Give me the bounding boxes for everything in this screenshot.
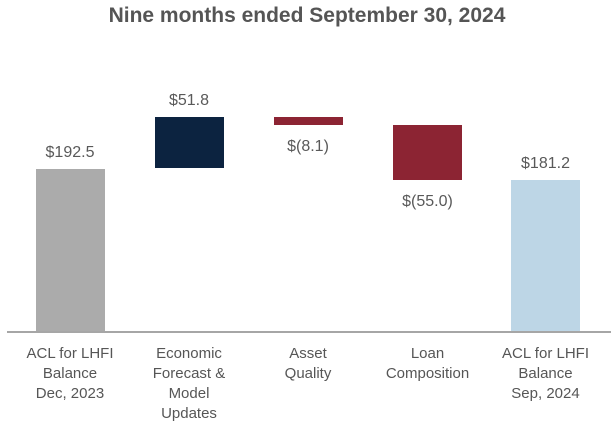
value-label-acl-lhfi-balance-sep-2024: $181.2 <box>521 154 570 172</box>
category-label-loan-composition: Loan Composition <box>385 345 470 382</box>
category-label-economic-forecast-model-updates: Economic Forecast & Model Updates <box>152 345 226 422</box>
value-label-asset-quality: $(8.1) <box>287 137 329 155</box>
bar-loan-composition <box>393 124 462 180</box>
category-label-asset-quality: Asset Quality <box>284 345 332 382</box>
category-label-acl-lhfi-balance-dec-2023: ACL for LHFI Balance Dec, 2023 <box>26 345 114 402</box>
bar-acl-lhfi-balance-dec-2023 <box>35 168 105 331</box>
bar-economic-forecast-model-updates <box>154 116 224 169</box>
value-label-acl-lhfi-balance-dec-2023: $192.5 <box>45 143 95 161</box>
x-axis-line <box>7 331 611 333</box>
value-label-economic-forecast-model-updates: $51.8 <box>168 91 210 109</box>
bar-asset-quality <box>273 116 343 125</box>
chart-title: Nine months ended September 30, 2024 <box>108 4 506 27</box>
bar-acl-lhfi-balance-sep-2024 <box>511 179 580 331</box>
category-label-acl-lhfi-balance-sep-2024: ACL for LHFI Balance Sep, 2024 <box>502 345 589 402</box>
value-label-loan-composition: $(55.0) <box>402 192 453 210</box>
